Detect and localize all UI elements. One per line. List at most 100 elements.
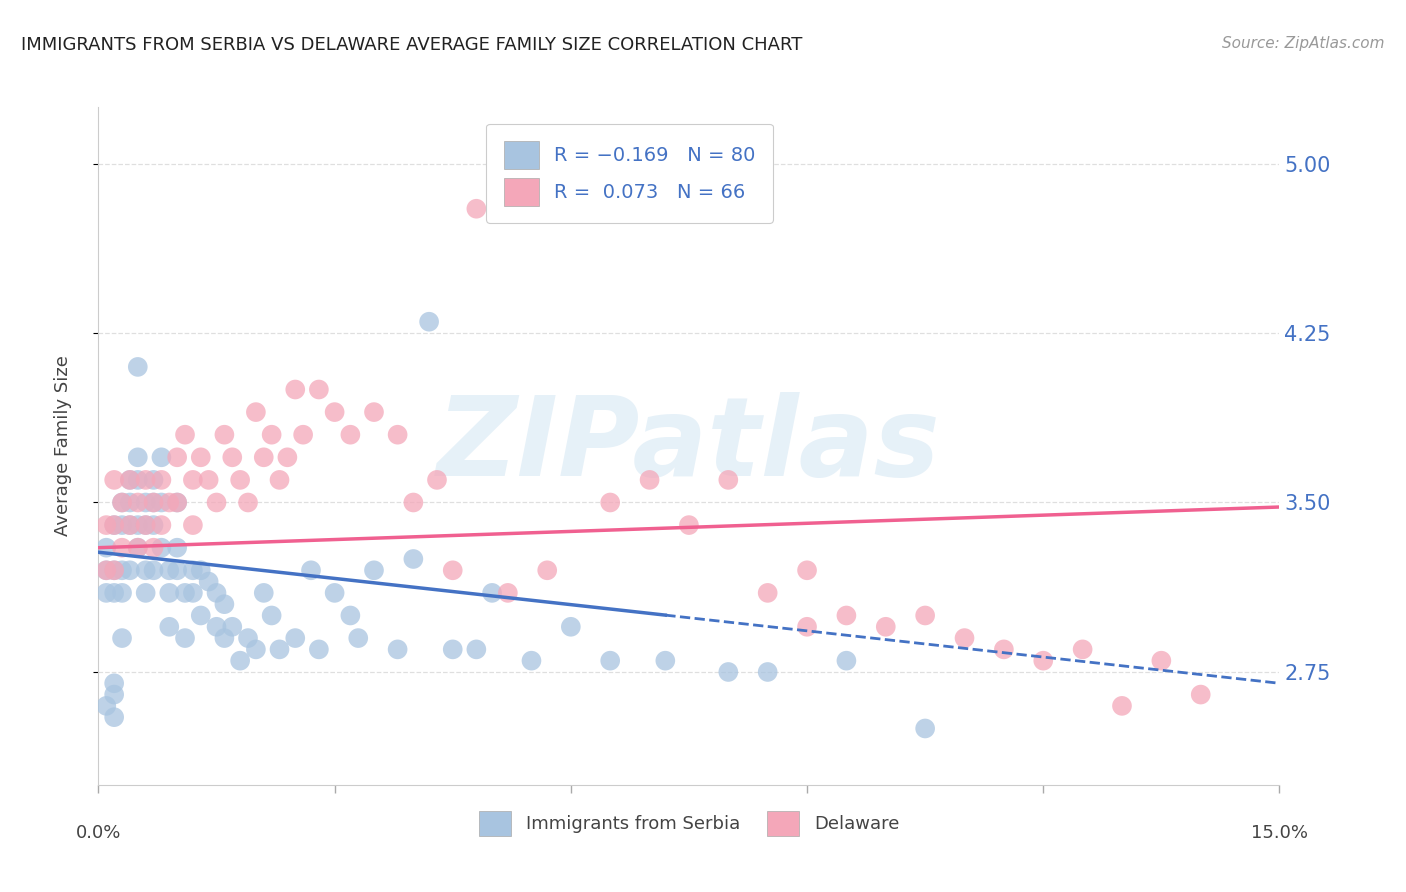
Point: [111, 563, 134, 577]
Point: [118, 473, 141, 487]
Point: [96, 586, 118, 600]
Point: [236, 631, 259, 645]
Point: [103, 563, 125, 577]
Point: [111, 631, 134, 645]
Point: [205, 620, 228, 634]
Point: [135, 586, 157, 600]
Point: [418, 315, 440, 329]
Point: [205, 586, 228, 600]
Point: [284, 631, 307, 645]
Point: [678, 518, 700, 533]
Point: [796, 563, 818, 577]
Point: [142, 495, 165, 509]
Point: [363, 405, 385, 419]
Point: [166, 541, 188, 555]
Point: [953, 631, 976, 645]
Point: [284, 383, 307, 397]
Point: [118, 563, 141, 577]
Point: [157, 495, 180, 509]
Legend: Immigrants from Serbia, Delaware: Immigrants from Serbia, Delaware: [464, 796, 914, 850]
Point: [166, 450, 188, 465]
Point: [111, 495, 134, 509]
Point: [96, 563, 118, 577]
Point: [190, 563, 212, 577]
Point: [96, 563, 118, 577]
Point: [135, 473, 157, 487]
Point: [103, 563, 125, 577]
Point: [103, 473, 125, 487]
Point: [174, 631, 197, 645]
Point: [363, 563, 385, 577]
Point: [1032, 654, 1054, 668]
Point: [796, 620, 818, 634]
Text: 15.0%: 15.0%: [1251, 824, 1308, 842]
Point: [756, 586, 779, 600]
Point: [402, 552, 425, 566]
Point: [127, 541, 149, 555]
Point: [127, 518, 149, 533]
Point: [441, 563, 464, 577]
Point: [214, 427, 236, 442]
Point: [1150, 654, 1173, 668]
Point: [135, 518, 157, 533]
Text: ZIPatlas: ZIPatlas: [437, 392, 941, 500]
Point: [465, 642, 488, 657]
Point: [150, 541, 173, 555]
Point: [103, 518, 125, 533]
Point: [214, 631, 236, 645]
Point: [127, 473, 149, 487]
Point: [118, 518, 141, 533]
Point: [481, 586, 503, 600]
Y-axis label: Average Family Size: Average Family Size: [53, 356, 72, 536]
Point: [875, 620, 897, 634]
Point: [111, 495, 134, 509]
Point: [253, 450, 276, 465]
Point: [441, 642, 464, 657]
Point: [260, 608, 283, 623]
Point: [174, 427, 197, 442]
Point: [103, 676, 125, 690]
Text: 0.0%: 0.0%: [76, 824, 121, 842]
Point: [190, 450, 212, 465]
Point: [638, 473, 661, 487]
Point: [142, 495, 165, 509]
Point: [135, 518, 157, 533]
Point: [465, 202, 488, 216]
Point: [292, 427, 315, 442]
Point: [103, 710, 125, 724]
Point: [993, 642, 1015, 657]
Point: [96, 518, 118, 533]
Point: [308, 383, 330, 397]
Point: [135, 495, 157, 509]
Point: [118, 495, 141, 509]
Point: [197, 574, 219, 589]
Point: [197, 473, 219, 487]
Point: [142, 563, 165, 577]
Point: [402, 495, 425, 509]
Point: [323, 586, 346, 600]
Point: [142, 473, 165, 487]
Point: [142, 541, 165, 555]
Point: [756, 665, 779, 679]
Point: [245, 642, 267, 657]
Point: [276, 450, 298, 465]
Text: Source: ZipAtlas.com: Source: ZipAtlas.com: [1222, 36, 1385, 51]
Point: [339, 608, 361, 623]
Point: [157, 620, 180, 634]
Point: [269, 642, 291, 657]
Point: [96, 698, 118, 713]
Point: [118, 473, 141, 487]
Point: [717, 665, 740, 679]
Point: [339, 427, 361, 442]
Point: [253, 586, 276, 600]
Point: [150, 450, 173, 465]
Point: [181, 586, 204, 600]
Point: [520, 654, 543, 668]
Point: [269, 473, 291, 487]
Point: [387, 642, 409, 657]
Point: [914, 722, 936, 736]
Point: [835, 608, 858, 623]
Point: [229, 473, 252, 487]
Point: [103, 586, 125, 600]
Point: [181, 518, 204, 533]
